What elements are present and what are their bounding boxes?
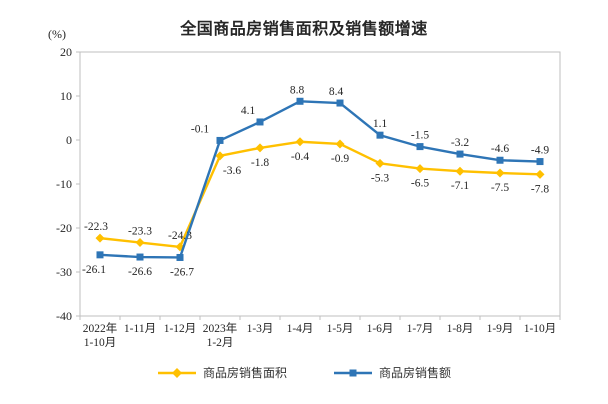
sales-area-data-label: -7.8 — [531, 183, 549, 195]
diamond-marker-icon — [415, 164, 425, 174]
square-marker-icon — [256, 118, 264, 126]
diamond-marker-icon — [495, 168, 505, 178]
sales-area-line — [98, 140, 542, 249]
sales-area-data-label: -7.1 — [451, 180, 469, 192]
x-tick-label: 1-10月 — [524, 323, 557, 335]
y-tick-label: 0 — [66, 133, 72, 147]
square-marker-icon — [336, 99, 344, 107]
square-marker-icon — [496, 156, 504, 164]
sales-amount-data-label: -26.1 — [82, 264, 106, 276]
x-tick-label: 1-9月 — [487, 323, 514, 335]
square-marker-icon — [296, 97, 304, 105]
y-tick-label: -30 — [56, 265, 72, 279]
sales-amount-data-label: -26.6 — [128, 266, 152, 278]
plot-border — [79, 51, 561, 317]
y-axis-unit-label: (%) — [48, 27, 66, 41]
square-marker-icon — [376, 131, 384, 139]
y-tick-label: 10 — [60, 89, 72, 103]
x-tick-label: 1-6月 — [367, 323, 394, 335]
square-marker-icon — [216, 136, 224, 144]
sales-amount-data-label: -1.5 — [411, 130, 429, 142]
diamond-marker-icon — [171, 367, 182, 378]
square-marker-icon — [96, 251, 104, 259]
sales-area-data-label: -7.5 — [491, 182, 509, 194]
square-marker-icon — [536, 158, 544, 166]
sales-area-data-label: -22.3 — [84, 221, 108, 233]
sales-amount-data-label: -26.7 — [170, 266, 194, 278]
sales-area-data-label: -23.3 — [128, 226, 152, 238]
x-tick-label: 1-7月 — [407, 323, 434, 335]
x-tick-label: 1-4月 — [287, 323, 314, 335]
y-tick-label: 20 — [60, 45, 72, 59]
diamond-marker-icon — [255, 143, 265, 153]
sales-area-data-label: -1.8 — [251, 157, 269, 169]
square-marker-icon — [176, 253, 184, 261]
sales-area-data-label: -0.4 — [291, 151, 309, 163]
sales-amount-data-label: 1.1 — [373, 118, 388, 130]
sales-amount-legend-swatch — [334, 369, 372, 376]
sales-area-data-label: -6.5 — [411, 178, 429, 190]
y-tick-label: -40 — [56, 309, 72, 323]
y-tick-label: -20 — [56, 221, 72, 235]
legend-label-sales-amount: 商品房销售额 — [379, 366, 452, 380]
diamond-marker-icon — [375, 158, 385, 168]
sales-amount-line — [98, 100, 542, 259]
x-tick-label: 1-3月 — [247, 323, 274, 335]
x-tick-label: 1-8月 — [447, 323, 474, 335]
sales-amount-data-label: -4.6 — [491, 143, 509, 155]
legend-item-sales-amount: 商品房销售额 — [333, 364, 451, 381]
square-marker-icon — [349, 369, 357, 376]
diamond-marker-icon — [215, 151, 225, 161]
diamond-marker-icon — [295, 137, 305, 147]
diamond-marker-icon — [95, 233, 105, 243]
y-tick-label: -10 — [56, 177, 72, 191]
sales-amount-data-label: 4.1 — [241, 105, 256, 117]
sales-area-data-label: -5.3 — [371, 172, 389, 184]
sales-area-data-label: -3.6 — [223, 165, 241, 177]
sales-amount-data-label: 8.4 — [329, 86, 344, 98]
x-tick-label: 1-11月 — [124, 323, 156, 335]
sales-amount-data-label: -3.2 — [451, 137, 469, 149]
x-tick-label: 1-2月 — [207, 337, 234, 349]
sales-amount-data-label: -4.9 — [531, 145, 549, 157]
legend-label-sales-area: 商品房销售面积 — [202, 366, 287, 380]
x-tick-label: 2023年 — [203, 321, 238, 335]
square-marker-icon — [416, 143, 424, 151]
sales-amount-data-label: -0.1 — [191, 123, 209, 135]
diamond-marker-icon — [335, 139, 345, 149]
x-tick-label: 1-12月 — [164, 323, 197, 335]
sales-amount-data-label: 8.8 — [290, 84, 305, 96]
square-marker-icon — [136, 253, 144, 261]
x-tick-label: 1-10月 — [84, 337, 117, 349]
legend: 商品房销售面积 商品房销售额 — [0, 364, 608, 381]
chart-title: 全国商品房销售面积及销售额增速 — [180, 21, 428, 38]
sales-area-legend-swatch — [157, 367, 196, 378]
sales-area-data-label: -0.9 — [331, 153, 349, 165]
diamond-marker-icon — [535, 169, 545, 179]
diamond-marker-icon — [135, 238, 145, 248]
x-tick-label: 1-5月 — [327, 323, 354, 335]
x-tick-label: 2022年 — [83, 321, 118, 335]
square-marker-icon — [456, 150, 464, 158]
legend-item-sales-area: 商品房销售面积 — [157, 364, 287, 381]
diamond-marker-icon — [455, 166, 465, 176]
